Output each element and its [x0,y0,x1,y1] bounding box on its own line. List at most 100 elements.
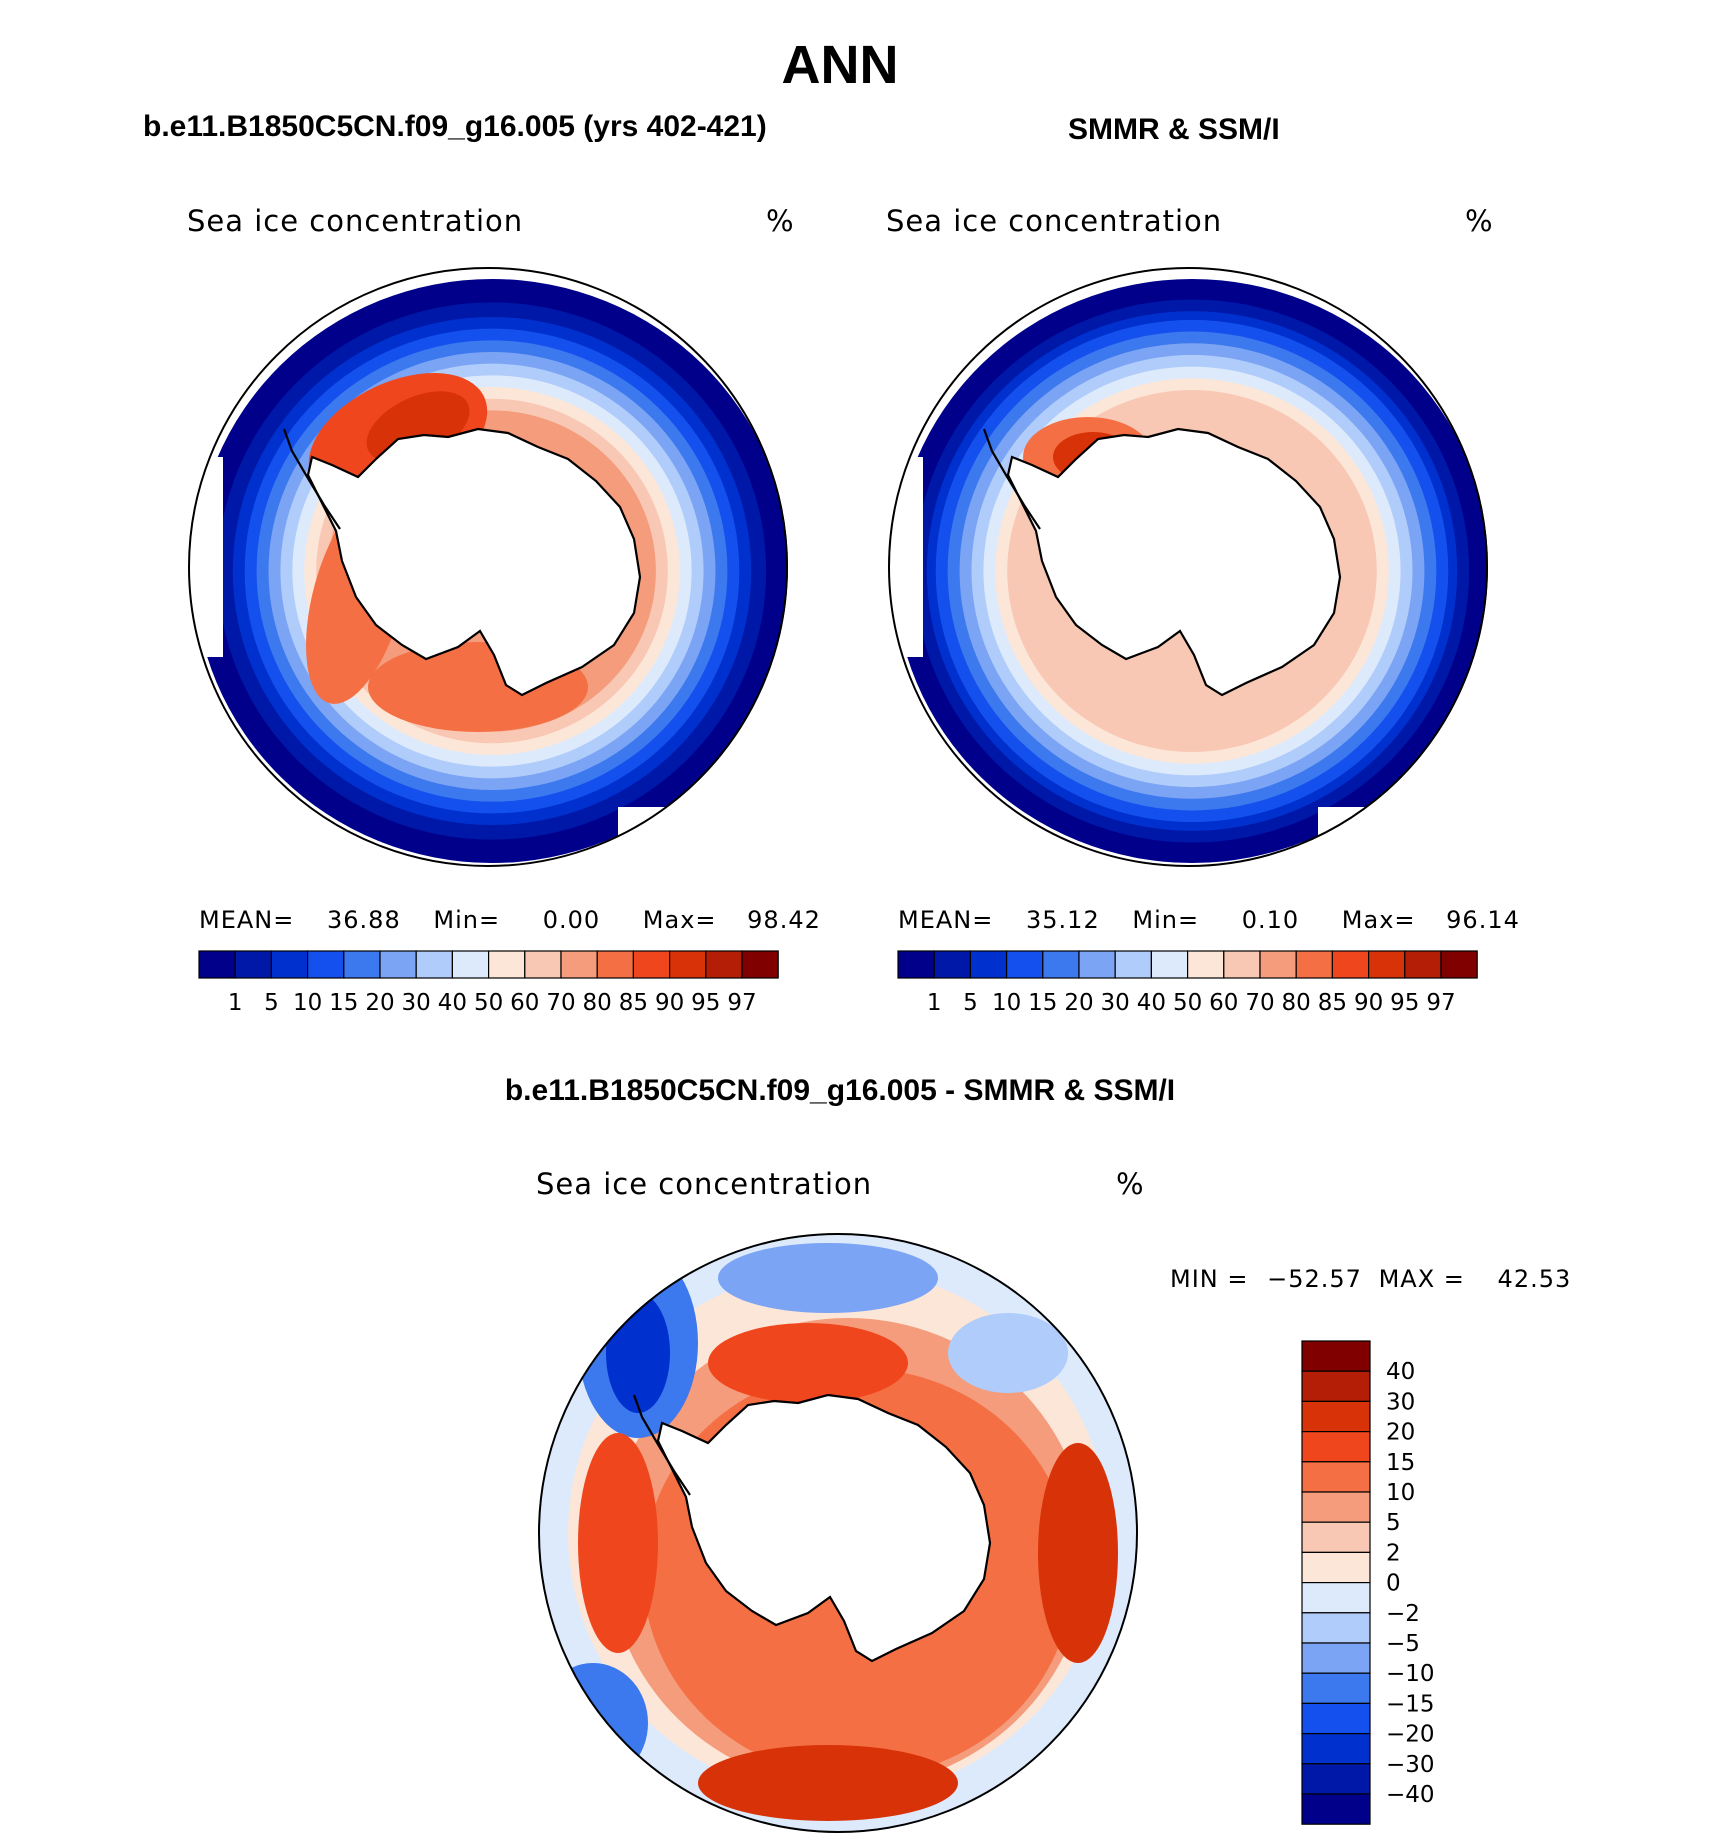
colorbar1-tick-label: 85 [619,990,648,1016]
colorbar2-box [1186,950,1225,979]
colorbar1-tick-label: 95 [691,990,720,1016]
colorbar1-tick-label: 10 [293,990,322,1016]
panel2-mean-label: MEAN= [898,906,994,934]
antarctic-peninsula-coastline [632,1394,691,1496]
antarctica-coastline [656,1393,992,1663]
colorbar3-box [1301,1581,1371,1614]
panel1-units: % [766,204,795,238]
colorbar2-tick-label: 30 [1101,990,1130,1016]
colorbar1-tick-label: 15 [329,990,358,1016]
colorbar1-box [596,950,635,979]
panel2-variable: Sea ice concentration [886,204,1223,238]
colorbar3-tick-label: 20 [1386,1420,1415,1446]
colorbar3-box [1301,1702,1371,1735]
colorbar3-tick-label: −2 [1386,1601,1420,1627]
panel3-min-label: MIN = [1170,1265,1249,1293]
colorbar2-tick-label: 70 [1245,990,1274,1016]
panel3-title: b.e11.B1850C5CN.f09_g16.005 - SMMR & SSM… [504,1074,1176,1107]
positive-anomaly-region [578,1433,658,1653]
colorbar2-tick-label: 15 [1028,990,1057,1016]
colorbar2-tick-label: 95 [1390,990,1419,1016]
colorbar1-box [451,950,490,979]
panel2-title: SMMR & SSM/I [1068,113,1280,146]
colorbar3-box [1301,1461,1371,1493]
colorbar1-tick-label: 80 [583,990,612,1016]
colorbar1-box [415,950,454,979]
colorbar2-box [1114,950,1152,979]
colorbar2-box [1223,950,1261,979]
antarctica-coastline [1006,427,1342,697]
colorbar3-box [1301,1400,1371,1433]
positive-anomaly-region [708,1323,908,1403]
colorbar1-box [307,950,345,979]
colorbar1-tick-label: 1 [228,990,243,1016]
colorbar3-tick-label: 5 [1386,1510,1401,1536]
colorbar2-box [969,950,1008,979]
no-data-block [888,457,923,657]
colorbar2-box [1295,950,1333,979]
colorbar2-box [1259,950,1297,979]
colorbar2-tick-label: 97 [1426,990,1455,1016]
colorbar2-tick-label: 5 [963,990,978,1016]
colorbar2-tick-label: 85 [1318,990,1347,1016]
colorbar1-box [379,950,417,979]
panel1-map [188,267,788,867]
colorbar3-tick-label: 2 [1386,1540,1401,1566]
colorbar3-tick-label: 40 [1386,1359,1415,1385]
colorbar3-box [1301,1340,1371,1372]
colorbar1-tick-label: 90 [655,990,684,1016]
colorbar2-tick-label: 60 [1209,990,1238,1016]
colorbar2-box [897,950,935,979]
panel2-units: % [1465,204,1494,238]
colorbar2-tick-label: 10 [992,990,1021,1016]
panel2-min-label: Min= [1132,906,1200,934]
panel1-max-value: 98.42 [747,906,821,934]
panel3-max-label: MAX = [1378,1265,1465,1293]
colorbar1-box [632,950,671,979]
colorbar2-box [1005,950,1044,979]
colorbar1-tick-label: 5 [264,990,279,1016]
colorbar3-tick-label: −15 [1386,1691,1435,1717]
negative-anomaly-region [718,1243,938,1313]
no-data-block [188,457,223,657]
panel1-mean-label: MEAN= [199,906,295,934]
colorbar1-tick-label: 97 [727,990,756,1016]
colorbar2-tick-label: 50 [1173,990,1202,1016]
colorbar3-box [1301,1672,1371,1704]
panel3-map [538,1233,1138,1833]
panel2-max-label: Max= [1341,906,1416,934]
colorbar3-tick-label: 10 [1386,1480,1415,1506]
no-data-block [618,807,688,847]
colorbar3-box [1301,1793,1371,1825]
antarctic-peninsula-coastline [282,428,341,530]
colorbar1-tick-label: 50 [474,990,503,1016]
panel2-max-value: 96.14 [1446,906,1520,934]
colorbar3-tick-label: 0 [1386,1571,1401,1597]
colorbar3-box [1301,1763,1371,1795]
colorbar3-box [1301,1551,1371,1584]
positive-anomaly-region [698,1745,958,1821]
colorbar2-box [1331,950,1370,979]
colorbar2-tick-label: 20 [1064,990,1093,1016]
colorbar2-box [1440,950,1478,979]
panel1-min-value: 0.00 [542,906,601,934]
colorbar3-box [1301,1491,1371,1523]
colorbar1-box [198,950,236,979]
colorbar2-box [1404,950,1442,979]
colorbar2-box [1078,950,1116,979]
colorbar1-tick-label: 20 [365,990,394,1016]
colorbar1-box [705,950,743,979]
colorbar1-box [560,950,598,979]
colorbar3-tick-label: −40 [1386,1782,1435,1808]
panel1-min-label: Min= [433,906,501,934]
colorbar3-box [1301,1732,1371,1765]
colorbar3-box [1301,1430,1371,1463]
colorbar3-box [1301,1370,1371,1402]
colorbar2-box [1367,950,1406,979]
colorbar3-tick-label: −30 [1386,1752,1435,1778]
panel2-mean-value: 35.12 [1026,906,1100,934]
antarctica-coastline [306,427,642,697]
colorbar1-tick-label: 40 [438,990,467,1016]
colorbar3-box [1301,1521,1371,1553]
colorbar1-box [234,950,272,979]
